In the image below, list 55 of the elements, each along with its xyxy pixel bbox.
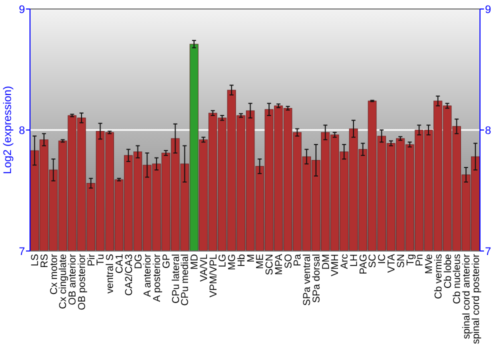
x-tick-label: MD — [190, 254, 201, 270]
x-tick-label: SC — [368, 254, 379, 268]
x-tick-label: Cx motor — [48, 253, 60, 295]
y2-tick-label: 8 — [485, 124, 492, 137]
x-tick-label: ventral S — [105, 254, 116, 294]
x-tick-label: Hb — [236, 254, 248, 267]
x-tick-label: SO — [283, 254, 294, 268]
x-tick-label: SCN — [264, 254, 276, 276]
x-tick-label: Tg — [405, 254, 416, 266]
x-tick-label: Cx cingulate — [58, 254, 70, 310]
y-tick-label: 7 — [18, 246, 25, 258]
x-tick-label: OB posterior — [76, 253, 88, 310]
x-tick-label: DM — [320, 254, 332, 270]
x-tick-label: VMH — [330, 254, 342, 276]
x-tick-label: Pn — [414, 254, 426, 266]
x-tick-label: MVe — [424, 254, 436, 274]
x-tick-label: Cb vermis — [433, 254, 444, 300]
x-tick-label: OB anterior — [68, 253, 79, 306]
x-tick-label: CA2/CA3 — [124, 254, 135, 296]
x-tick-label: SPa ventral — [302, 254, 314, 306]
y-tick-label: 9 — [18, 4, 25, 16]
y-axis-title: Log2 (expression) — [2, 86, 14, 174]
x-tick-label: SPa dorsal — [311, 254, 322, 303]
y2-tick-label: 7 — [485, 246, 492, 258]
x-tick-label: LG — [218, 254, 229, 268]
y-tick-label: 8 — [18, 124, 25, 137]
x-tick-label: MG — [227, 254, 238, 270]
x-tick-label: Pa — [292, 254, 304, 266]
x-tick-label: ME — [255, 254, 266, 269]
x-tick-label: CPu medial — [180, 254, 192, 306]
x-tick-label: Arc — [340, 254, 351, 269]
x-tick-label: M — [246, 254, 257, 262]
x-tick-label: LS — [30, 254, 42, 266]
x-tick-label: A posterior — [152, 253, 164, 302]
x-tick-label: SN — [396, 254, 407, 268]
x-tick-label: IC — [377, 254, 388, 264]
x-tick-label: VTA — [386, 254, 398, 273]
x-tick-label: GP — [161, 254, 172, 268]
x-tick-label: DG — [133, 254, 144, 269]
x-tick-label: CA1 — [114, 254, 126, 274]
y2-tick-label: 9 — [485, 4, 492, 16]
x-tick-label: Pir — [86, 253, 98, 266]
x-tick-label: CPu lateral — [170, 254, 182, 304]
x-tick-label: LH — [348, 254, 360, 267]
x-tick-label: VPM/VPL — [208, 254, 220, 298]
x-tick-label: Cb lobe — [442, 254, 454, 288]
x-tick-label: Cb nucleus — [452, 254, 464, 304]
x-tick-label: VA/VL — [198, 254, 210, 282]
x-tick-label: Tu — [96, 254, 107, 266]
x-tick-label: MPA — [274, 254, 285, 275]
x-tick-label: A anterior — [142, 253, 154, 297]
x-tick-label: PAG — [358, 254, 370, 274]
x-tick-label: RS — [39, 254, 50, 268]
x-tick-label: spinal cord anterior — [462, 253, 473, 340]
x-tick-label: spinal cord posterior — [470, 253, 482, 344]
